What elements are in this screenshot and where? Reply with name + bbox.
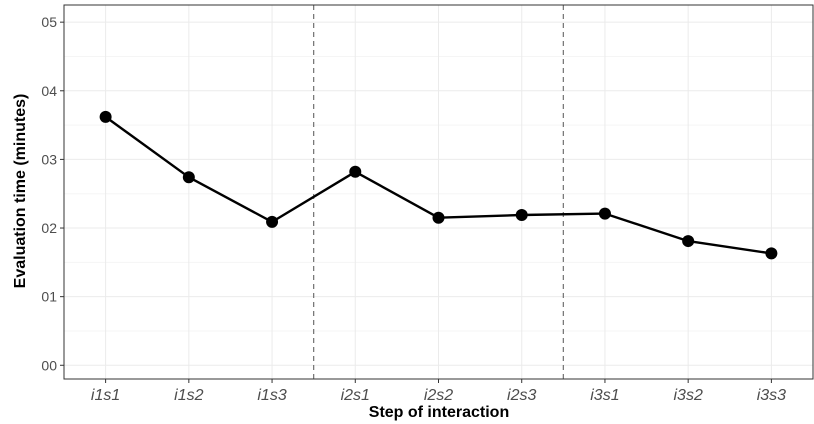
- data-point: [765, 247, 778, 260]
- x-tick-label: i1s2: [174, 387, 203, 404]
- x-axis-title: Step of interaction: [369, 404, 509, 421]
- x-tick-label: i3s3: [757, 387, 786, 404]
- x-tick-label: i1s1: [91, 387, 120, 404]
- x-tick-label: i2s1: [341, 387, 370, 404]
- data-point: [682, 235, 695, 248]
- y-tick-label: 05: [41, 14, 57, 30]
- y-tick-label: 01: [41, 289, 57, 305]
- x-tick-label: i2s2: [424, 387, 453, 404]
- y-axis-title: Evaluation time (minutes): [12, 94, 29, 289]
- y-tick-label: 04: [41, 83, 57, 99]
- data-point: [515, 208, 528, 221]
- data-point: [266, 215, 279, 228]
- x-tick-label: i2s3: [507, 387, 536, 404]
- data-point: [432, 211, 445, 224]
- grid-layer: [64, 5, 813, 379]
- axis-ticks: 00 01 02 03 04 05 i1s1 i1s2 i1s3 i2s1 i2s2 i2s3 i3s1…: [41, 14, 786, 404]
- x-tick-label: i1s3: [257, 387, 286, 404]
- data-point: [182, 171, 195, 184]
- y-tick-label: 00: [41, 357, 57, 373]
- x-tick-label: i3s2: [673, 387, 702, 404]
- x-tick-label: i3s1: [590, 387, 619, 404]
- y-tick-label: 02: [41, 220, 57, 236]
- y-tick-label: 03: [41, 151, 57, 167]
- data-point: [99, 110, 112, 123]
- data-point: [349, 165, 362, 178]
- data-points: [99, 110, 778, 260]
- data-point: [598, 207, 611, 220]
